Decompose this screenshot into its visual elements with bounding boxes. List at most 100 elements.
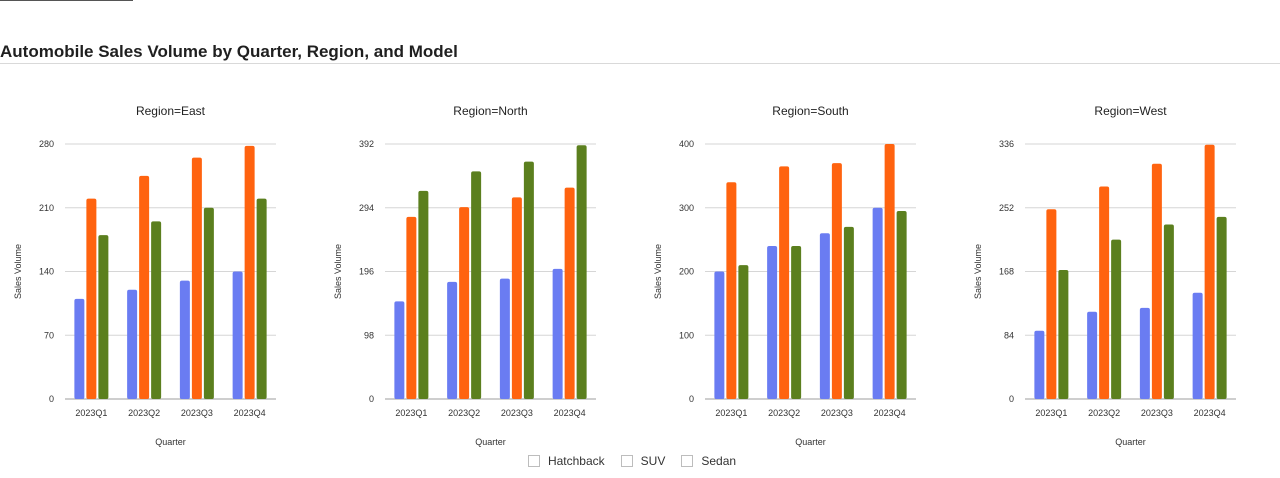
bar-region-south-2023q2-suv[interactable] xyxy=(779,166,790,399)
bar-region-south-2023q4-hatchback[interactable] xyxy=(872,207,883,399)
x-axis-label: Quarter xyxy=(795,437,826,447)
y-tick-label: 0 xyxy=(689,394,694,404)
panel-title-region-west: Region=West xyxy=(1094,104,1167,118)
title-divider xyxy=(0,63,1280,64)
legend-item-suv[interactable]: SUV xyxy=(620,454,666,468)
x-tick-label: 2023Q4 xyxy=(234,408,266,418)
x-tick-label: 2023Q1 xyxy=(1035,408,1067,418)
bar-region-west-2023q3-hatchback[interactable] xyxy=(1139,307,1150,399)
x-tick-label: 2023Q1 xyxy=(395,408,427,418)
y-tick-label: 0 xyxy=(1009,394,1014,404)
bar-region-south-2023q2-hatchback[interactable] xyxy=(767,246,778,399)
x-tick-label: 2023Q2 xyxy=(448,408,480,418)
y-tick-label: 98 xyxy=(364,330,374,340)
y-axis-label: Sales Volume xyxy=(13,244,23,299)
bar-region-west-2023q1-hatchback[interactable] xyxy=(1034,330,1045,399)
bar-region-north-2023q4-hatchback[interactable] xyxy=(552,268,563,399)
legend-checkbox-suv[interactable] xyxy=(620,455,633,467)
bar-region-north-2023q1-hatchback[interactable] xyxy=(394,301,405,399)
x-tick-label: 2023Q4 xyxy=(554,408,586,418)
bar-region-east-2023q1-suv[interactable] xyxy=(86,198,97,399)
y-tick-label: 294 xyxy=(359,203,374,213)
bar-region-west-2023q2-sedan[interactable] xyxy=(1111,239,1122,399)
bar-region-north-2023q4-sedan[interactable] xyxy=(576,145,587,399)
bar-region-west-2023q2-suv[interactable] xyxy=(1099,186,1110,400)
legend-checkbox-hatchback[interactable] xyxy=(527,455,540,467)
x-tick-label: 2023Q2 xyxy=(1088,408,1120,418)
bar-region-east-2023q4-suv[interactable] xyxy=(244,145,255,399)
bar-region-east-2023q1-hatchback[interactable] xyxy=(74,298,85,399)
y-tick-label: 252 xyxy=(999,203,1014,213)
y-tick-label: 300 xyxy=(679,203,694,213)
bar-region-east-2023q2-suv[interactable] xyxy=(139,175,150,399)
legend-label-suv: SUV xyxy=(640,454,666,468)
bar-region-south-2023q1-sedan[interactable] xyxy=(738,265,749,399)
y-tick-label: 0 xyxy=(369,394,374,404)
y-tick-label: 140 xyxy=(39,267,54,277)
y-tick-label: 84 xyxy=(1004,330,1014,340)
x-tick-label: 2023Q2 xyxy=(128,408,160,418)
bar-region-east-2023q3-sedan[interactable] xyxy=(203,207,214,399)
top-divider xyxy=(0,0,133,1)
bar-region-west-2023q4-suv[interactable] xyxy=(1204,144,1215,399)
bar-region-south-2023q1-suv[interactable] xyxy=(726,182,737,399)
y-tick-label: 168 xyxy=(999,267,1014,277)
bar-region-east-2023q1-sedan[interactable] xyxy=(98,235,109,399)
bar-region-north-2023q1-suv[interactable] xyxy=(406,216,417,399)
panel-title-region-north: Region=North xyxy=(453,104,527,118)
y-tick-label: 0 xyxy=(49,394,54,404)
bar-region-north-2023q1-sedan[interactable] xyxy=(418,190,429,399)
legend: Hatchback SUV Sedan xyxy=(0,454,1264,468)
bar-region-north-2023q2-hatchback[interactable] xyxy=(447,281,458,399)
bar-region-south-2023q1-hatchback[interactable] xyxy=(714,271,725,400)
bar-region-west-2023q1-suv[interactable] xyxy=(1046,209,1057,399)
y-axis-label: Sales Volume xyxy=(333,244,343,299)
page-title: Automobile Sales Volume by Quarter, Regi… xyxy=(0,42,458,61)
bar-region-east-2023q2-hatchback[interactable] xyxy=(127,289,138,399)
bar-region-east-2023q2-sedan[interactable] xyxy=(151,221,162,399)
bar-region-north-2023q2-suv[interactable] xyxy=(459,207,470,399)
bar-region-east-2023q3-hatchback[interactable] xyxy=(179,280,190,399)
y-axis-label: Sales Volume xyxy=(653,244,663,299)
legend-item-hatchback[interactable]: Hatchback xyxy=(527,454,605,468)
panel-title-region-south: Region=South xyxy=(772,104,848,118)
y-tick-label: 336 xyxy=(999,139,1014,149)
bar-region-north-2023q4-suv[interactable] xyxy=(564,187,575,399)
bar-region-north-2023q2-sedan[interactable] xyxy=(471,171,482,399)
bar-region-south-2023q3-hatchback[interactable] xyxy=(819,233,830,399)
x-tick-label: 2023Q3 xyxy=(1141,408,1173,418)
x-tick-label: 2023Q1 xyxy=(75,408,107,418)
x-tick-label: 2023Q4 xyxy=(874,408,906,418)
x-tick-label: 2023Q3 xyxy=(821,408,853,418)
bar-region-west-2023q3-sedan[interactable] xyxy=(1163,224,1174,399)
legend-checkbox-sedan[interactable] xyxy=(681,455,694,467)
bar-region-west-2023q4-sedan[interactable] xyxy=(1216,216,1227,399)
x-axis-label: Quarter xyxy=(475,437,506,447)
bar-region-south-2023q2-sedan[interactable] xyxy=(791,246,802,399)
y-tick-label: 100 xyxy=(679,330,694,340)
bar-region-north-2023q3-sedan[interactable] xyxy=(523,161,534,399)
y-tick-label: 400 xyxy=(679,139,694,149)
x-axis-label: Quarter xyxy=(155,437,186,447)
bar-region-south-2023q4-sedan[interactable] xyxy=(896,210,907,399)
legend-item-sedan[interactable]: Sedan xyxy=(681,454,736,468)
bar-region-north-2023q3-hatchback[interactable] xyxy=(499,278,510,399)
bar-region-south-2023q4-suv[interactable] xyxy=(884,144,895,399)
bar-region-east-2023q4-sedan[interactable] xyxy=(256,198,267,399)
bar-region-north-2023q3-suv[interactable] xyxy=(511,197,522,399)
bar-region-south-2023q3-sedan[interactable] xyxy=(843,226,854,399)
bar-region-south-2023q3-suv[interactable] xyxy=(831,163,842,399)
panel-title-region-east: Region=East xyxy=(136,104,206,118)
bar-region-west-2023q4-hatchback[interactable] xyxy=(1192,292,1203,399)
bar-region-west-2023q1-sedan[interactable] xyxy=(1058,269,1069,399)
bar-region-west-2023q3-suv[interactable] xyxy=(1151,163,1162,399)
y-tick-label: 280 xyxy=(39,139,54,149)
y-tick-label: 210 xyxy=(39,203,54,213)
bar-region-east-2023q3-suv[interactable] xyxy=(191,157,202,399)
x-tick-label: 2023Q4 xyxy=(1194,408,1226,418)
bar-region-east-2023q4-hatchback[interactable] xyxy=(232,271,243,400)
y-tick-label: 70 xyxy=(44,330,54,340)
bar-region-west-2023q2-hatchback[interactable] xyxy=(1087,311,1098,399)
y-tick-label: 392 xyxy=(359,139,374,149)
